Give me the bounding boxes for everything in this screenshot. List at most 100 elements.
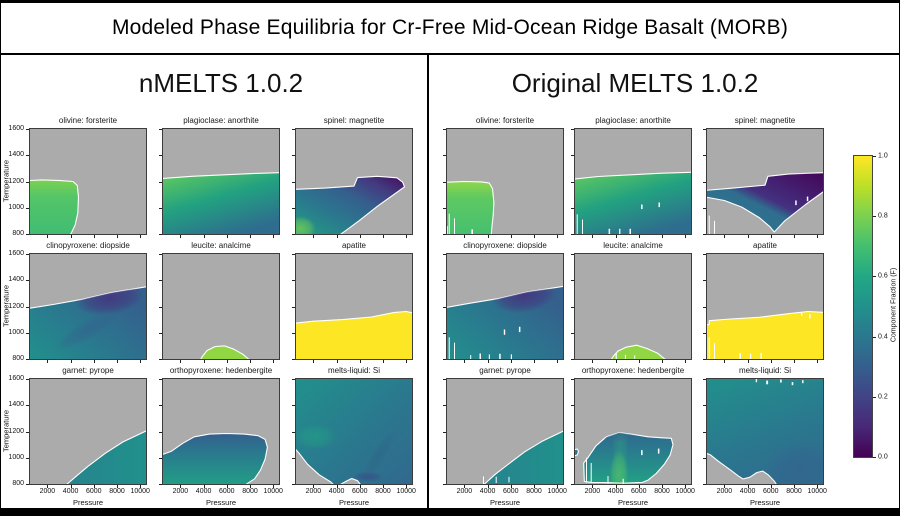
y-tick [159,431,162,433]
x-tick-label: 8000 [654,488,670,495]
x-tick [383,485,384,488]
x-tick [794,235,795,238]
y-tick [26,332,29,334]
x-tick [487,360,489,363]
x-tick [510,360,512,363]
x-tick [747,360,749,363]
y-tick-label: 800 [12,230,24,237]
heatmap-plot [162,128,280,235]
panel-title-nmelts: nMELTS 1.0.2 [138,68,304,98]
y-tick [443,457,446,459]
x-tick-label: 8000 [242,488,258,495]
x-tick [140,485,142,488]
y-tick [571,405,574,407]
y-tick [26,280,29,282]
x-tick-label: 4000 [607,488,624,495]
y-tick [703,207,706,209]
y-tick-label: 1200 [8,302,24,310]
subplot-orthopyroxene-hedenbergite: orthopyroxene: hedenbergite 2000 4000 6000 8… [571,365,695,508]
heatmap-plot [162,378,280,485]
heatmap-svg [296,379,412,484]
x-tick [724,485,726,488]
colorbar-tick-label: 0.0 [878,453,888,461]
subplot-title: melts-liquid: Si [327,366,381,375]
x-tick [313,235,315,238]
y-tick [703,431,706,433]
x-tick-label: 10000 [675,488,695,495]
x-tick [273,485,275,488]
heatmap-svg [707,172,823,234]
x-tick [685,360,687,363]
x-tick [662,235,663,238]
y-tick-label: 1000 [8,328,24,336]
y-tick [159,207,162,209]
x-tick [313,360,315,363]
heatmap-plot [706,128,824,235]
y-tick [571,234,574,235]
x-tick [747,235,749,238]
y-tick [703,254,706,255]
colorbar-tick-label: 0.2 [878,393,888,401]
x-tick-label: 10000 [130,488,150,495]
x-tick [817,485,819,488]
colorbar-gradient [853,155,873,458]
heatmap-plot [162,253,280,360]
y-tick [703,359,706,360]
y-tick-label: 1400 [8,401,24,409]
y-tick [292,207,295,209]
y-tick [443,332,446,334]
y-tick [443,234,446,235]
x-tick [93,485,95,488]
x-tick-label: 10000 [396,488,416,495]
colorbar-tick [873,336,876,338]
y-tick [26,306,29,308]
x-tick [615,485,617,488]
x-tick [203,235,205,238]
x-tick-label: 2000 [172,488,189,495]
x-tick [383,360,384,363]
subplot-title: orthopyroxene: hedenbergite [581,366,685,375]
x-tick [359,235,361,238]
x-tick [117,485,118,488]
x-tick-label: 10000 [547,488,567,495]
x-tick [662,360,663,363]
y-tick-label: 1600 [8,125,24,132]
y-tick [571,306,574,308]
x-tick-label: 6000 [219,488,235,495]
y-tick-label: 1200 [8,177,24,185]
y-tick [26,155,29,157]
x-tick [140,235,142,238]
x-tick [359,360,361,363]
subplot-title: apatite [341,241,367,250]
x-tick [534,360,535,363]
heatmap-plot [29,378,147,485]
x-tick [226,360,228,363]
y-tick [443,280,446,282]
subplot-title: garnet: pyrope [62,366,114,375]
x-tick [638,235,640,238]
colorbar-tick [873,396,876,398]
x-tick [250,360,251,363]
heatmap-plot [706,253,824,360]
x-tick [273,235,275,238]
heatmap-svg [447,285,563,359]
y-tick [443,129,446,130]
x-tick-label: 6000 [86,488,102,495]
y-tick [26,484,29,485]
subplot-title: olivine: forsterite [58,116,118,125]
subplot-title: spinel: magnetite [323,116,385,125]
y-tick [292,155,295,157]
x-tick-label: 8000 [109,488,125,495]
heatmap-svg [575,432,674,484]
x-tick [203,485,205,488]
y-tick [292,359,295,360]
x-tick [336,485,338,488]
x-tick [336,235,338,238]
y-tick [292,254,295,255]
x-tick [117,360,118,363]
y-tick-label: 800 [12,480,24,487]
x-axis-label: Pressure [338,498,370,507]
x-tick [557,360,559,363]
subplot-clinopyroxene-diopside: clinopyroxene: diopside 800 1000 1200 1400 16… [2,240,147,400]
x-tick [817,235,819,238]
